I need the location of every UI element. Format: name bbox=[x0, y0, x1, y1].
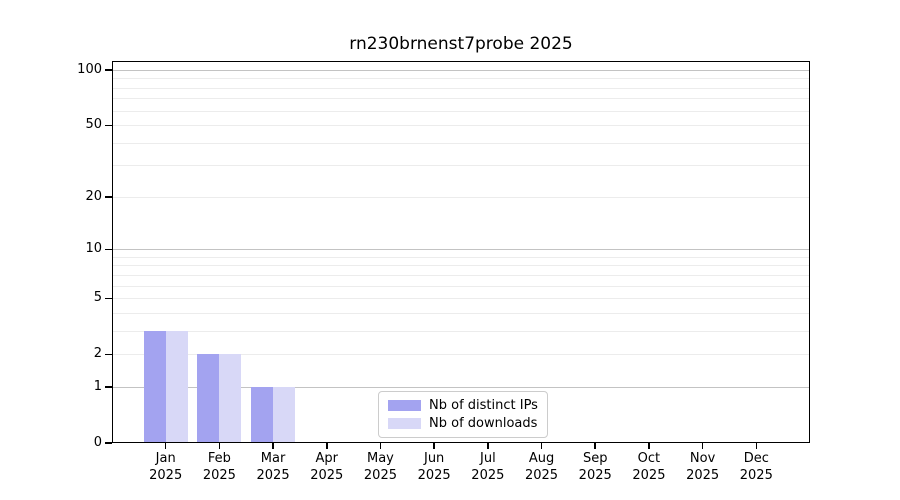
x-tick-mark bbox=[594, 443, 596, 449]
gridline-minor bbox=[113, 265, 809, 267]
bar-downloads bbox=[219, 354, 242, 442]
y-tick-label: 0 bbox=[93, 435, 102, 450]
gridline-minor bbox=[113, 330, 809, 332]
gridline-minor bbox=[113, 125, 809, 127]
gridline-minor bbox=[113, 165, 809, 167]
gridline-minor bbox=[113, 98, 809, 100]
x-tick-mark bbox=[272, 443, 274, 449]
bar-downloads bbox=[165, 330, 188, 442]
y-tick-label: 20 bbox=[85, 188, 102, 204]
y-tick-mark bbox=[105, 69, 112, 71]
x-tick-label: Jun 2025 bbox=[417, 451, 451, 483]
y-tick-mark bbox=[105, 196, 112, 198]
x-tick-mark bbox=[487, 443, 489, 449]
gridline-major bbox=[113, 386, 809, 388]
x-tick-label: Nov 2025 bbox=[686, 451, 720, 483]
x-tick-mark bbox=[218, 443, 221, 449]
x-tick-mark bbox=[326, 443, 328, 449]
x-tick-mark bbox=[379, 443, 382, 449]
y-tick-label: 10 bbox=[85, 241, 102, 257]
y-tick-mark bbox=[105, 248, 112, 250]
gridline-minor bbox=[113, 256, 809, 258]
y-tick-label: 2 bbox=[93, 346, 102, 362]
gridline-minor bbox=[113, 298, 809, 300]
legend-label-distinct-ips: Nb of distinct IPs bbox=[429, 398, 538, 413]
y-tick-label: 5 bbox=[93, 290, 102, 306]
x-tick-label: Jan 2025 bbox=[149, 451, 183, 483]
gridline-major bbox=[113, 70, 809, 71]
gridline-minor bbox=[113, 196, 809, 198]
x-tick-label: Sep 2025 bbox=[578, 451, 612, 483]
chart-title: rn230brnenst7probe 2025 bbox=[349, 34, 573, 54]
x-tick-mark bbox=[701, 443, 704, 449]
legend-item-downloads: Nb of downloads bbox=[388, 416, 538, 431]
gridline-minor bbox=[113, 110, 809, 112]
x-tick-mark bbox=[433, 443, 435, 449]
plot-area bbox=[112, 61, 810, 443]
y-tick-mark bbox=[105, 353, 112, 355]
gridline-minor bbox=[113, 87, 809, 89]
gridline-minor bbox=[113, 312, 809, 314]
gridline-major bbox=[113, 249, 809, 251]
gridline-minor bbox=[113, 78, 809, 80]
bar-distinct-ips bbox=[251, 386, 274, 442]
x-tick-label: Feb 2025 bbox=[202, 451, 236, 483]
y-tick-label: 100 bbox=[77, 62, 102, 77]
y-tick-mark bbox=[105, 442, 112, 444]
gridline-minor bbox=[113, 285, 809, 287]
legend-label-downloads: Nb of downloads bbox=[429, 416, 538, 431]
x-tick-label: Aug 2025 bbox=[524, 451, 559, 483]
y-tick-mark bbox=[105, 124, 112, 126]
y-tick-label: 1 bbox=[93, 378, 102, 394]
x-tick-label: Mar 2025 bbox=[256, 451, 290, 483]
x-tick-label: Jul 2025 bbox=[471, 451, 505, 483]
gridline-minor bbox=[113, 274, 809, 276]
bar-downloads bbox=[273, 386, 296, 442]
y-tick-mark bbox=[105, 297, 112, 299]
legend: Nb of distinct IPs Nb of downloads bbox=[378, 391, 548, 438]
bar-distinct-ips bbox=[143, 330, 166, 442]
gridline-minor bbox=[113, 354, 809, 356]
legend-swatch-downloads bbox=[388, 418, 421, 429]
x-tick-mark bbox=[648, 443, 650, 449]
legend-swatch-distinct-ips bbox=[388, 400, 421, 411]
y-tick-mark bbox=[105, 386, 112, 388]
x-tick-label: Apr 2025 bbox=[310, 451, 344, 483]
x-tick-label: Oct 2025 bbox=[632, 451, 666, 483]
x-tick-label: May 2025 bbox=[363, 451, 397, 483]
bar-distinct-ips bbox=[197, 354, 220, 442]
x-tick-mark bbox=[755, 443, 758, 449]
x-tick-mark bbox=[540, 443, 543, 449]
x-tick-label: Dec 2025 bbox=[739, 451, 773, 483]
y-tick-label: 50 bbox=[85, 117, 102, 133]
x-tick-mark bbox=[164, 443, 167, 449]
legend-item-distinct-ips: Nb of distinct IPs bbox=[388, 398, 538, 413]
gridline-minor bbox=[113, 142, 809, 144]
